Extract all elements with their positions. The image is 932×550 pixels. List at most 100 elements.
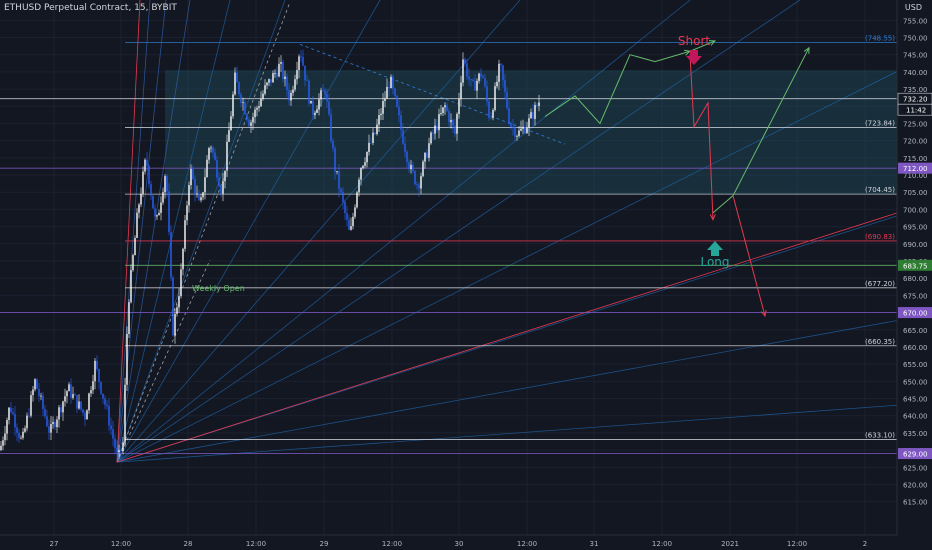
candle-body [262, 93, 264, 99]
candle-body [108, 406, 110, 426]
level-badge [898, 307, 932, 319]
horizontal-levels: (748.55) (723.84) (704.45) (690.83) (677.20)… [0, 34, 897, 454]
x-tick-label: 28 [184, 540, 193, 548]
y-tick-label: 650.00 [903, 378, 928, 386]
candle-body [446, 105, 448, 111]
candle-body [488, 101, 490, 118]
x-tick-label: 12:00 [382, 540, 402, 548]
candle-body [454, 125, 456, 134]
candle-body [46, 416, 48, 427]
fan-line [116, 0, 801, 463]
candle-body [40, 395, 42, 397]
fan-line [116, 69, 901, 463]
candle-body [242, 102, 244, 103]
candle-body [66, 391, 68, 397]
candle-body [350, 226, 352, 230]
candle-body [118, 450, 120, 453]
candle-body [374, 132, 376, 135]
candle-body [214, 152, 216, 160]
candle-body [450, 119, 452, 123]
candle-body [384, 98, 386, 101]
candle-body [496, 81, 498, 87]
candle-body [38, 388, 40, 397]
candle-body [520, 128, 522, 131]
projection-arrowhead [709, 214, 716, 221]
candle-body [90, 390, 92, 394]
candle-body [344, 202, 346, 214]
candle-body [160, 202, 162, 213]
y-tick-label: 735.00 [903, 86, 928, 94]
candle-body [486, 86, 488, 102]
candle-body [200, 197, 202, 201]
projection-arrowhead [708, 40, 717, 46]
level-badge-label: 712.00 [903, 165, 928, 173]
candle-body [378, 115, 380, 125]
fan-line [116, 0, 231, 463]
candle-body [110, 425, 112, 430]
candle-body [452, 119, 454, 126]
candle-body [342, 192, 344, 203]
candle-body [164, 176, 166, 193]
price-axis: 615.00620.00625.00630.00635.00640.00645.… [896, 0, 932, 550]
candle-body [502, 65, 504, 81]
candle-body [104, 398, 106, 405]
y-tick-label: 705.00 [903, 189, 928, 197]
candle-body [354, 207, 356, 217]
candle-body [248, 119, 250, 126]
candle-body [96, 360, 98, 370]
candle-body [42, 395, 44, 409]
level-label: (748.55) [865, 34, 895, 42]
candle-body [410, 164, 412, 170]
projection-path [544, 50, 691, 125]
candle-body [474, 80, 476, 91]
candle-body [220, 186, 222, 194]
candle-body [334, 148, 336, 172]
level-label: (633.10) [865, 431, 895, 439]
candle-body [432, 132, 434, 134]
candle-body [278, 63, 280, 77]
candle-body [190, 168, 192, 186]
y-tick-label: 675.00 [903, 292, 928, 300]
x-tick-label: 12:00 [517, 540, 537, 548]
candle-body [26, 415, 28, 429]
candle-body [198, 193, 200, 201]
candle-body [70, 384, 72, 398]
chart-title: ETHUSD Perpetual Contract, 15, BYBIT [4, 3, 177, 13]
candle-body [480, 73, 482, 77]
candle-body [422, 161, 424, 177]
candle-body [536, 104, 538, 106]
candle-body [528, 118, 530, 128]
candle-body [16, 427, 18, 433]
candle-body [186, 205, 188, 221]
candle-body [180, 269, 182, 297]
candle-body [258, 106, 260, 108]
candle-body [292, 89, 294, 93]
candle-body [316, 109, 318, 113]
fan-line [116, 0, 381, 463]
y-tick-label: 655.00 [903, 361, 928, 369]
candle-body [514, 127, 516, 137]
candle-body [428, 143, 430, 158]
candle-body [458, 98, 460, 114]
countdown-label: 11:42 [906, 107, 926, 115]
candle-body [390, 76, 392, 88]
candle-body [100, 381, 102, 394]
candle-body [386, 86, 388, 99]
candle-body [464, 59, 466, 64]
y-tick-label: 745.00 [903, 52, 928, 60]
candle-body [142, 171, 144, 194]
y-tick-label: 660.00 [903, 344, 928, 352]
candle-body [22, 431, 24, 438]
fan-red-steep [116, 0, 141, 463]
candle-body [442, 107, 444, 114]
candle-body [44, 408, 46, 417]
candle-body [244, 102, 246, 115]
fan-line [116, 319, 901, 463]
candle-body [8, 407, 10, 421]
candle-body [32, 389, 34, 396]
candle-body [330, 114, 332, 141]
candle-body [368, 142, 370, 152]
y-tick-label: 635.00 [903, 430, 928, 438]
candle-body [510, 123, 512, 127]
